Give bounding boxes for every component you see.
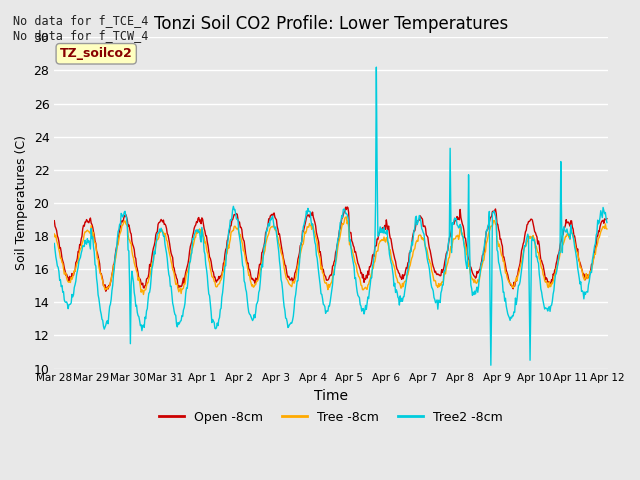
Text: TZ_soilco2: TZ_soilco2 [60,47,132,60]
Legend: Open -8cm, Tree -8cm, Tree2 -8cm: Open -8cm, Tree -8cm, Tree2 -8cm [154,406,508,429]
Y-axis label: Soil Temperatures (C): Soil Temperatures (C) [15,135,28,270]
X-axis label: Time: Time [314,389,348,403]
Text: No data for f_TCE_4
No data for f_TCW_4: No data for f_TCE_4 No data for f_TCW_4 [13,14,148,42]
Title: Tonzi Soil CO2 Profile: Lower Temperatures: Tonzi Soil CO2 Profile: Lower Temperatur… [154,15,508,33]
